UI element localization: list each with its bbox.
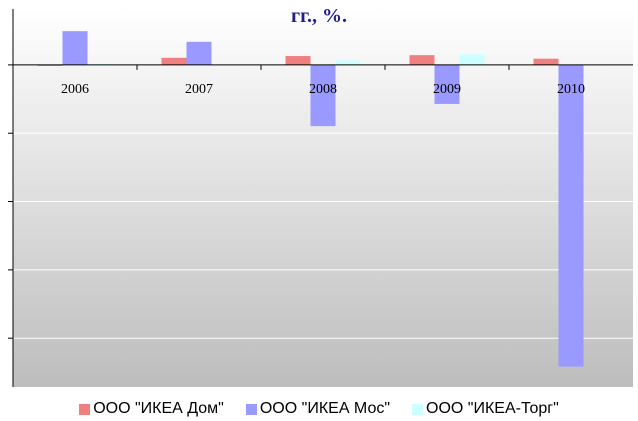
legend-swatch (79, 403, 91, 415)
category-labels: 2006 2007 2008 2009 2010 (12, 64, 585, 97)
x-tick-label: 2008 (309, 82, 337, 97)
bar-2009-series-2 (434, 64, 460, 104)
axes (8, 9, 633, 387)
chart-title: гг., %. (291, 5, 347, 27)
bar-2009-series-1 (409, 55, 435, 65)
legend: ООО "ИКЕА Дом" ООО "ИКЕА Мос" ООО "ИКЕА-То… (0, 398, 638, 420)
bar-2008-series-3 (335, 60, 361, 65)
gridlines (13, 132, 633, 339)
legend-item-3: ООО "ИКЕА-Торг" (412, 400, 559, 418)
legend-item-1: ООО "ИКЕА Дом" (79, 400, 224, 418)
x-tick-label: 2007 (185, 82, 213, 97)
legend-label: ООО "ИКЕА Дом" (93, 400, 224, 417)
bar-2010-series-1 (533, 58, 559, 65)
bar-2008-series-1 (285, 56, 311, 65)
bars (37, 31, 609, 367)
bar-2007-series-2 (186, 41, 212, 65)
legend-label: ООО "ИКЕА-Торг" (426, 400, 559, 417)
legend-label: ООО "ИКЕА Мос" (259, 400, 391, 417)
legend-swatch (245, 403, 257, 415)
bar-2006-series-2 (62, 31, 88, 65)
bar-2008-series-2 (310, 64, 336, 127)
legend-item-2: ООО "ИКЕА Мос" (245, 400, 391, 418)
bar-2009-series-3 (459, 54, 485, 65)
bar-2010-series-2 (558, 64, 584, 367)
x-tick-label: 2006 (61, 82, 89, 97)
bar-2007-series-1 (161, 57, 187, 65)
x-tick-label: 2010 (557, 82, 585, 97)
x-tick-label: 2009 (433, 82, 461, 97)
legend-swatch (412, 403, 424, 415)
